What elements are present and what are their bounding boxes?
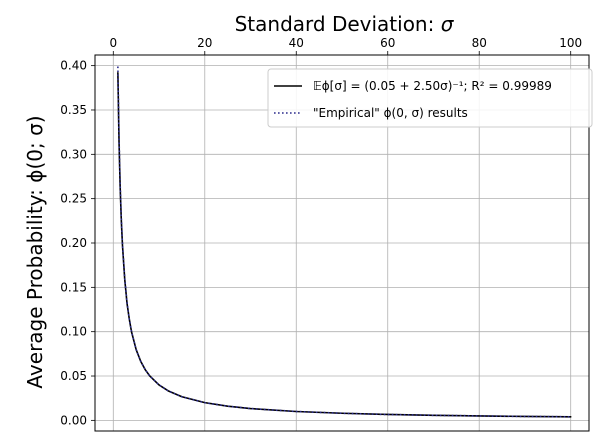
y-tick-label: 0.00 [60,413,87,427]
ticks: 0 20 40 60 80 100 0.00 0.05 0.10 0.15 0.20 0.25 0.30… [60,36,582,427]
series-layer [117,66,572,418]
y-tick-label: 0.15 [60,280,87,294]
legend-label-fit: 𝔼ϕ[σ] = (0.05 + 2.50σ)⁻¹; R² = 0.99989 [313,79,552,93]
legend-box [267,68,593,128]
x-tick-label: 80 [472,36,487,50]
x-tick-label: 0 [109,36,117,50]
y-tick-label: 0.35 [60,103,87,117]
y-tick-label: 0.05 [60,369,87,383]
x-axis-title: Standard Deviation: σ [235,12,455,36]
x-tick-label: 100 [559,36,582,50]
x-tick-label: 20 [197,36,212,50]
y-tick-label: 0.25 [60,192,87,206]
y-axis-title: Average Probability: ϕ(0; σ) [23,115,47,388]
x-axis-title-prefix: Standard Deviation: [235,12,441,36]
series-line-empirical [117,66,571,418]
y-tick-label: 0.10 [60,325,87,339]
x-axis-title-symbol: σ [441,12,455,36]
y-tick-label: 0.30 [60,147,87,161]
legend: 𝔼ϕ[σ] = (0.05 + 2.50σ)⁻¹; R² = 0.99989 "… [267,68,593,128]
x-tick-label: 40 [289,36,304,50]
legend-label-empirical: "Empirical" ϕ(0, σ) results [313,106,468,120]
x-tick-label: 60 [380,36,395,50]
y-tick-label: 0.20 [60,236,87,250]
y-tick-label: 0.40 [60,59,87,73]
